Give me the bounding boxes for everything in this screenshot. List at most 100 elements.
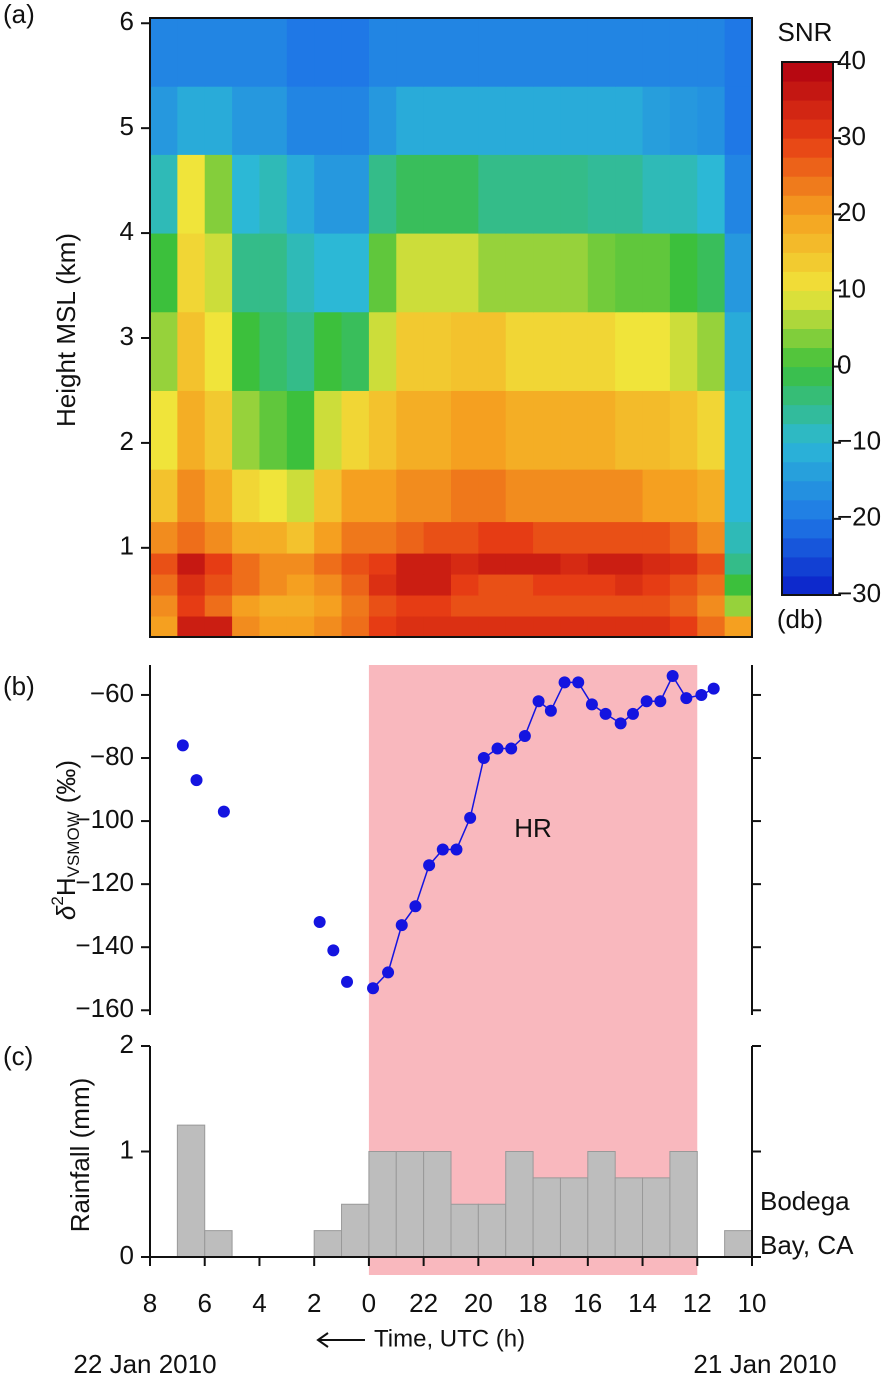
data-point — [532, 695, 545, 708]
heat-cell — [615, 154, 644, 234]
heat-cell — [587, 574, 616, 596]
heat-cell — [423, 574, 452, 596]
bar — [587, 1151, 616, 1258]
heat-cell — [368, 469, 397, 523]
heat-cell — [177, 469, 206, 523]
heat-cell — [615, 574, 644, 596]
heat-cell — [341, 469, 370, 523]
heat-cell — [423, 595, 452, 617]
heat-cell — [177, 574, 206, 596]
date-label: 21 Jan 2010 — [693, 1349, 836, 1379]
heat-cell — [368, 616, 397, 638]
heat-cell — [533, 311, 561, 391]
data-point — [491, 742, 504, 755]
colorbar-tick-label: −10 — [837, 426, 881, 456]
colorbar-step — [782, 138, 833, 158]
heat-cell — [150, 154, 178, 234]
heat-cell — [560, 154, 589, 234]
heat-cell — [204, 18, 233, 87]
data-point — [707, 682, 720, 695]
heat-cell — [697, 616, 726, 638]
bar — [642, 1177, 671, 1258]
heat-cell — [478, 18, 507, 87]
heat-cell — [396, 233, 425, 313]
heat-cell — [642, 233, 671, 313]
colorbar-step — [782, 100, 833, 120]
heat-cell — [204, 469, 233, 523]
heat-cell — [478, 469, 507, 523]
data-point — [367, 982, 380, 995]
colorbar-step — [782, 176, 833, 196]
heat-cell — [669, 233, 698, 313]
colorbar-step — [782, 62, 833, 82]
heat-cell — [232, 18, 260, 87]
heat-cell — [505, 311, 534, 391]
heat-cell — [259, 390, 288, 470]
heat-cell — [642, 616, 671, 638]
heat-cell — [560, 521, 589, 554]
heat-cell — [396, 574, 425, 596]
colorbar-step — [782, 290, 833, 310]
heat-cell — [150, 616, 178, 638]
data-point — [558, 676, 571, 689]
x-tick-label: 4 — [252, 1288, 266, 1318]
heat-cell — [587, 595, 616, 617]
heat-cell — [232, 311, 260, 391]
heat-cell — [232, 469, 260, 523]
heat-cell — [314, 574, 343, 596]
label-sup: 2 — [48, 896, 67, 905]
colorbar-tick-label: −30 — [837, 578, 881, 608]
heat-cell — [232, 574, 260, 596]
heat-cell — [533, 86, 561, 155]
bar — [669, 1151, 698, 1258]
heat-cell — [505, 616, 534, 638]
y-tick-label: 5 — [120, 111, 134, 141]
data-point — [436, 843, 449, 856]
data-point — [614, 717, 627, 730]
x-tick-label: 20 — [464, 1288, 493, 1318]
data-point — [464, 811, 477, 824]
heat-cell — [150, 311, 178, 391]
x-tick-label: 6 — [197, 1288, 211, 1318]
bar — [313, 1230, 343, 1258]
heat-cell — [259, 154, 288, 234]
bar — [176, 1124, 206, 1258]
heat-cell — [505, 86, 534, 155]
colorbar-step — [782, 252, 833, 272]
y-tick-label: −160 — [75, 993, 134, 1023]
heat-cell — [724, 18, 753, 87]
heat-cell — [697, 390, 726, 470]
heat-cell — [286, 521, 315, 554]
heat-cell — [286, 595, 315, 617]
heat-cell — [232, 154, 260, 234]
heat-cell — [396, 616, 425, 638]
data-point — [313, 915, 326, 928]
heat-cell — [533, 18, 561, 87]
data-point — [654, 695, 667, 708]
heat-cell — [177, 521, 206, 554]
heat-cell — [724, 233, 753, 313]
heat-cell — [478, 390, 507, 470]
heat-cell — [560, 18, 589, 87]
heat-cell — [368, 311, 397, 391]
colorbar-step — [782, 575, 833, 596]
heat-cell — [314, 86, 343, 155]
colorbar-tick-label: 20 — [837, 197, 866, 227]
heat-cell — [669, 311, 698, 391]
heat-cell — [423, 86, 452, 155]
bar — [724, 1230, 753, 1258]
bar — [477, 1203, 507, 1258]
heat-cell — [177, 18, 206, 87]
colorbar-step — [782, 499, 833, 520]
heat-cell — [533, 574, 561, 596]
heat-cell — [232, 521, 260, 554]
heat-cell — [478, 616, 507, 638]
heat-cell — [615, 616, 644, 638]
heat-cell — [560, 86, 589, 155]
heat-cell — [478, 553, 507, 575]
heat-cell — [697, 311, 726, 391]
heat-cell — [451, 233, 479, 313]
bar — [532, 1177, 561, 1258]
colorbar-step — [782, 233, 833, 253]
y-tick-label: 2 — [120, 426, 134, 456]
